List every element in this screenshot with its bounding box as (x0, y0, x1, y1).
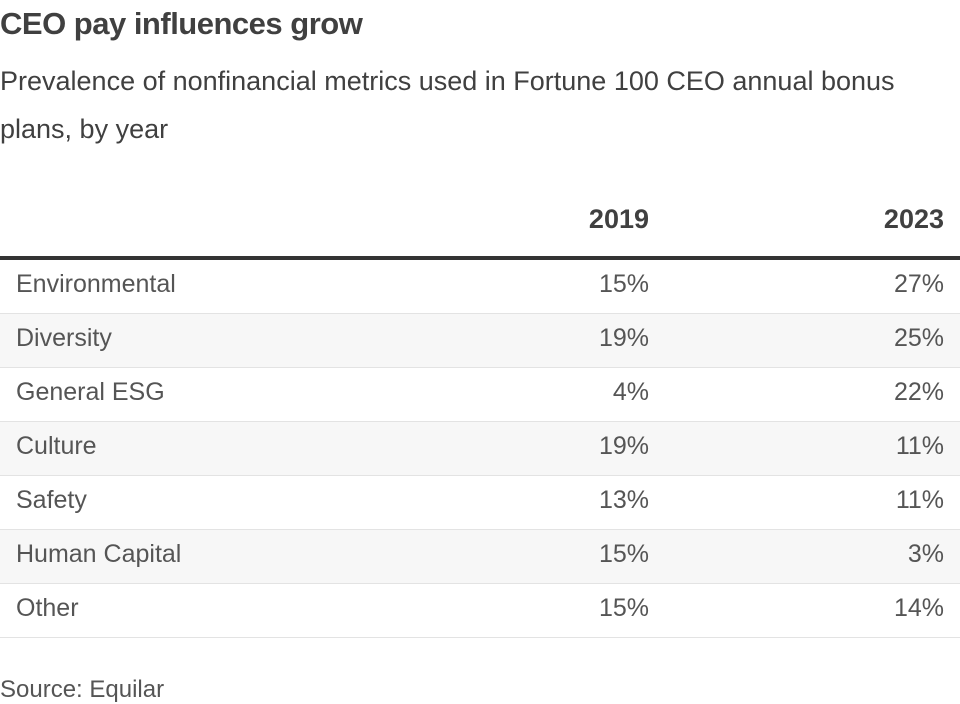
table-row: General ESG 4% 22% (0, 368, 960, 422)
column-header-2019: 2019 (588, 204, 649, 234)
table-header: 2019 2023 (0, 190, 960, 260)
row-label: Safety (16, 486, 87, 514)
table-row: Environmental 15% 27% (0, 260, 960, 314)
cell-value-2019: 19% (598, 324, 649, 352)
cell-value-2023: 11% (895, 486, 944, 514)
table-row: Culture 19% 11% (0, 422, 960, 476)
table-row: Diversity 19% 25% (0, 314, 960, 368)
cell-value-2023: 14% (893, 594, 944, 622)
table-row: Other 15% 14% (0, 584, 960, 638)
cell-value-2019: 13% (598, 486, 649, 514)
cell-value-2019: 15% (598, 594, 649, 622)
cell-value-2023: 25% (893, 324, 944, 352)
cell-value-2023: 11% (895, 432, 944, 460)
table-row: Human Capital 15% 3% (0, 530, 960, 584)
cell-value-2023: 22% (893, 378, 944, 406)
cell-value-2019: 15% (598, 540, 649, 568)
chart-title: CEO pay influences grow (0, 6, 363, 41)
chart-subtitle: Prevalence of nonfinancial metrics used … (0, 66, 895, 144)
row-label: Environmental (16, 270, 176, 298)
row-label: Other (16, 594, 79, 622)
column-header-2023: 2023 (883, 204, 944, 234)
table-row: Safety 13% 11% (0, 476, 960, 530)
cell-value-2023: 27% (893, 270, 944, 298)
row-label: General ESG (16, 378, 165, 406)
cell-value-2019: 19% (598, 432, 649, 460)
cell-value-2023: 3% (907, 540, 944, 568)
row-label: Culture (16, 432, 97, 460)
table-body: Environmental 15% 27% Diversity 19% 25% Genera… (0, 260, 960, 638)
cell-value-2019: 15% (598, 270, 649, 298)
data-table: 2019 2023 Environmental 15% 27% Diversity 19… (0, 190, 960, 638)
row-label: Diversity (16, 324, 112, 352)
cell-value-2019: 4% (612, 378, 649, 406)
source-note: Source: Equilar (0, 676, 165, 703)
row-label: Human Capital (16, 540, 182, 568)
